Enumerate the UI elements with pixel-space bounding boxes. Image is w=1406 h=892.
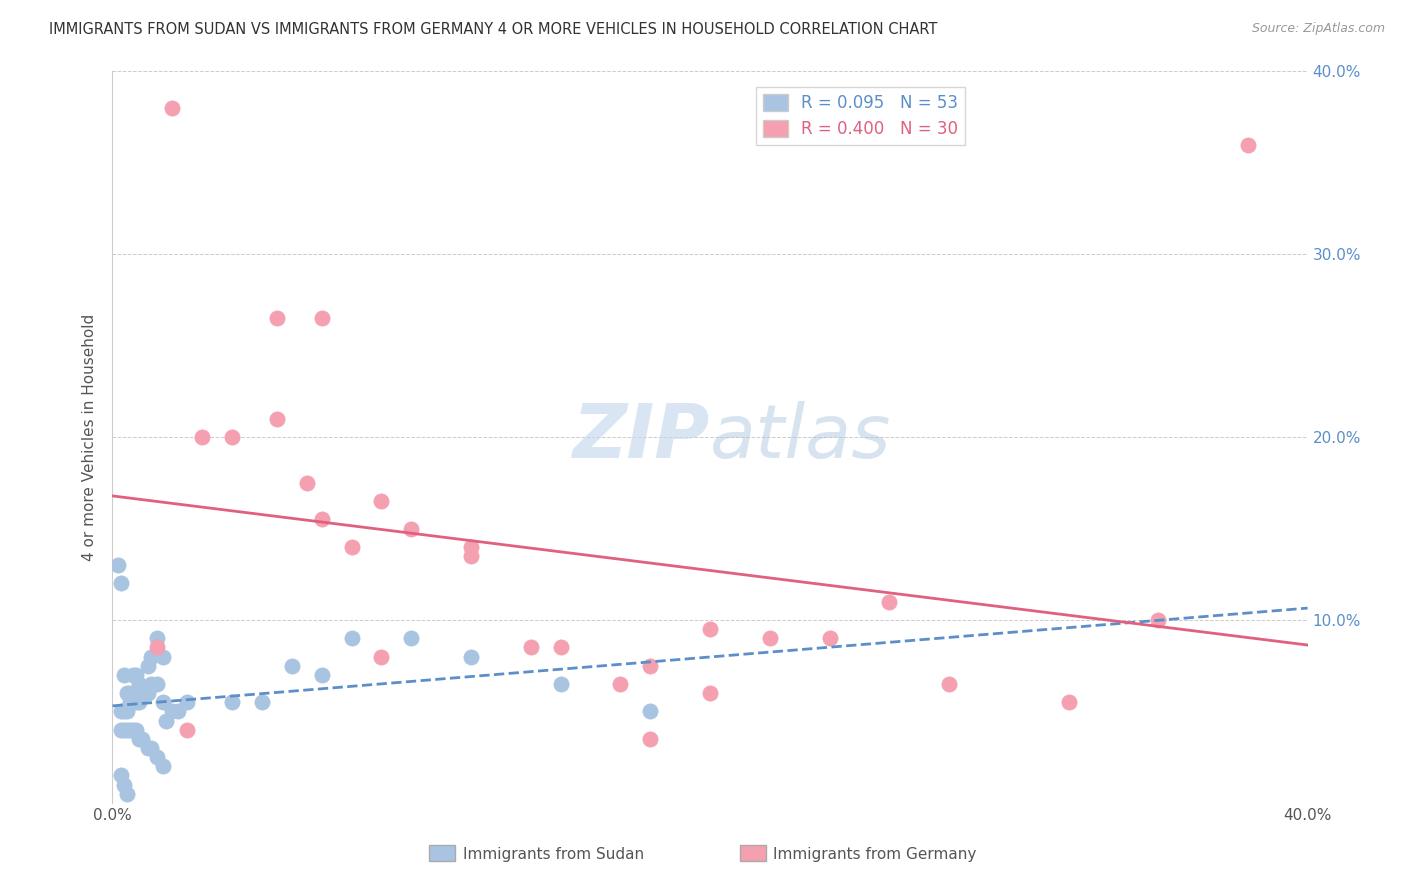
Point <box>640 731 662 746</box>
Point <box>117 686 139 700</box>
Point <box>114 705 135 719</box>
Point <box>311 311 333 326</box>
Point <box>138 658 160 673</box>
Text: ZIP: ZIP <box>572 401 710 474</box>
Point <box>818 632 841 646</box>
Point <box>1147 613 1170 627</box>
Point <box>128 731 150 746</box>
Point <box>110 705 132 719</box>
Point <box>146 640 169 655</box>
Point <box>131 686 153 700</box>
Point <box>266 412 288 426</box>
Point <box>110 576 132 591</box>
Point <box>141 677 163 691</box>
Point <box>460 549 482 563</box>
Point <box>699 686 721 700</box>
Y-axis label: 4 or more Vehicles in Household: 4 or more Vehicles in Household <box>82 313 97 561</box>
Legend: R = 0.095   N = 53, R = 0.400   N = 30: R = 0.095 N = 53, R = 0.400 N = 30 <box>756 87 965 145</box>
Point <box>370 649 392 664</box>
Point <box>250 695 273 709</box>
Point <box>266 311 288 326</box>
Point <box>879 594 901 608</box>
Text: Source: ZipAtlas.com: Source: ZipAtlas.com <box>1251 22 1385 36</box>
Point <box>114 723 135 737</box>
Point <box>146 632 169 646</box>
Point <box>162 101 183 115</box>
Point <box>141 740 163 755</box>
Point <box>370 494 392 508</box>
Point <box>152 759 174 773</box>
Point <box>759 632 782 646</box>
Point <box>401 632 423 646</box>
Point <box>117 787 139 801</box>
Point <box>938 677 960 691</box>
Point <box>311 667 333 681</box>
Point <box>191 430 214 444</box>
Point <box>125 695 148 709</box>
Point <box>1237 137 1260 152</box>
Point <box>460 649 482 664</box>
Point <box>120 723 142 737</box>
Text: Immigrants from Sudan: Immigrants from Sudan <box>463 847 644 862</box>
Point <box>520 640 543 655</box>
Point <box>125 723 148 737</box>
Point <box>640 705 662 719</box>
Point <box>162 705 183 719</box>
Point <box>114 778 135 792</box>
Point <box>138 740 160 755</box>
Point <box>131 731 153 746</box>
Point <box>131 686 153 700</box>
Point <box>138 686 160 700</box>
Point <box>401 521 423 535</box>
Text: atlas: atlas <box>710 401 891 473</box>
Point <box>107 558 129 573</box>
Point <box>152 695 174 709</box>
Point <box>640 658 662 673</box>
Point <box>460 540 482 554</box>
Point <box>114 667 135 681</box>
Point <box>110 723 132 737</box>
Point <box>117 723 139 737</box>
Point <box>128 677 150 691</box>
Point <box>281 658 304 673</box>
Point <box>155 714 177 728</box>
Point <box>340 540 363 554</box>
Point <box>146 750 169 764</box>
Point <box>122 667 145 681</box>
Point <box>221 430 243 444</box>
FancyBboxPatch shape <box>429 846 456 862</box>
Point <box>120 695 142 709</box>
Point <box>146 677 169 691</box>
Point <box>152 649 174 664</box>
Point <box>128 695 150 709</box>
Point <box>699 622 721 636</box>
Point <box>550 677 572 691</box>
Point <box>120 686 142 700</box>
Text: IMMIGRANTS FROM SUDAN VS IMMIGRANTS FROM GERMANY 4 OR MORE VEHICLES IN HOUSEHOLD: IMMIGRANTS FROM SUDAN VS IMMIGRANTS FROM… <box>49 22 938 37</box>
Point <box>176 695 198 709</box>
Point <box>311 512 333 526</box>
Point <box>117 705 139 719</box>
Point <box>176 723 198 737</box>
Point <box>340 632 363 646</box>
Point <box>167 705 190 719</box>
FancyBboxPatch shape <box>740 846 766 862</box>
Point <box>550 640 572 655</box>
Point <box>110 768 132 782</box>
Point <box>295 475 318 490</box>
Point <box>122 695 145 709</box>
Point <box>141 649 163 664</box>
Point <box>221 695 243 709</box>
Point <box>609 677 631 691</box>
Point <box>1057 695 1080 709</box>
Text: Immigrants from Germany: Immigrants from Germany <box>773 847 977 862</box>
Point <box>122 723 145 737</box>
Point <box>125 667 148 681</box>
